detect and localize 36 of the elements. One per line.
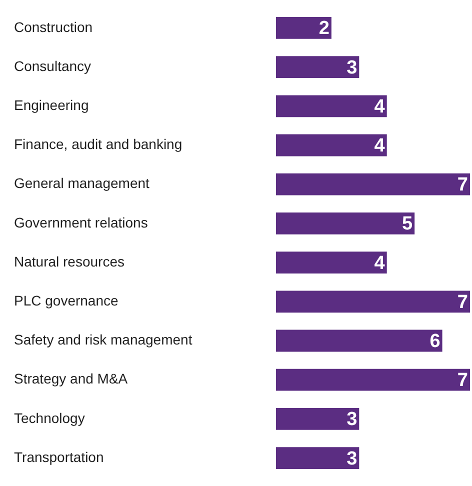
bar	[276, 134, 387, 156]
y-tick-label: Safety and risk management	[14, 332, 192, 348]
bar	[276, 212, 415, 234]
bar	[276, 56, 360, 78]
data-label: 7	[457, 174, 468, 196]
y-tick-label: Consultancy	[14, 58, 92, 74]
data-label: 4	[374, 96, 386, 118]
y-tick-label: Finance, audit and banking	[14, 136, 182, 152]
data-label: 3	[346, 409, 358, 430]
y-tick-label: General management	[14, 175, 150, 192]
data-label: 7	[457, 370, 468, 392]
bar	[276, 290, 470, 313]
data-label: 3	[346, 448, 358, 470]
data-label: 5	[402, 214, 413, 235]
y-tick-label: Construction	[14, 18, 93, 35]
data-label: 7	[457, 292, 468, 313]
data-label: 3	[346, 57, 358, 78]
bar	[276, 408, 360, 430]
bar	[276, 368, 470, 391]
y-tick-label: Technology	[14, 410, 85, 426]
data-label: 4	[374, 135, 386, 156]
y-tick-label: Government relations	[14, 214, 148, 230]
bar	[276, 17, 332, 39]
y-tick-label: Strategy and M&A	[14, 370, 128, 387]
bar	[276, 447, 360, 469]
bar	[276, 95, 387, 118]
y-tick-label: Engineering	[14, 97, 89, 114]
y-tick-label: Transportation	[14, 448, 104, 465]
y-tick-label: Natural resources	[14, 253, 124, 270]
bar	[276, 330, 442, 352]
data-label: 2	[318, 18, 330, 40]
bar	[276, 252, 387, 274]
y-tick-label: PLC governance	[14, 292, 119, 309]
bar	[276, 173, 470, 196]
data-label: 6	[430, 330, 440, 352]
data-label: 4	[374, 252, 386, 274]
